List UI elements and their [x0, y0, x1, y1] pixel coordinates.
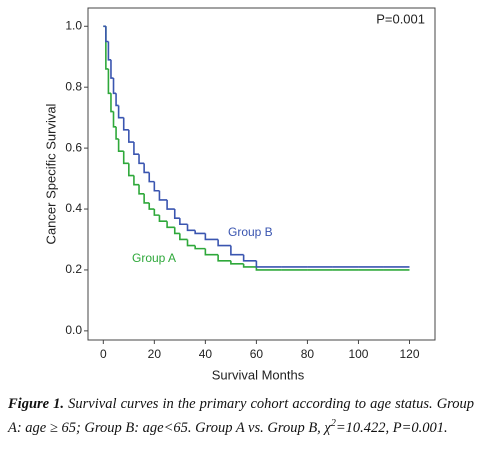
survival-step — [107, 41, 111, 61]
survival-step — [128, 163, 134, 177]
survival-step — [166, 199, 175, 210]
survival-step — [230, 260, 244, 265]
x-tick-label: 20 — [148, 347, 162, 361]
y-tick-label: 0.2 — [65, 262, 82, 276]
survival-step — [133, 142, 140, 156]
y-tick-label: 1.0 — [65, 18, 82, 32]
survival-step — [117, 105, 124, 119]
survival-step — [158, 215, 168, 223]
caption: Figure 1. Survival curves in the primary… — [8, 395, 474, 438]
survival-step — [138, 154, 145, 165]
x-tick-label: 80 — [301, 347, 315, 361]
survival-step — [138, 184, 145, 195]
survival-step — [179, 233, 188, 241]
survival-step — [158, 190, 168, 201]
x-tick-label: 0 — [100, 347, 107, 361]
series-label: Group A — [132, 251, 176, 265]
series-label: Group B — [228, 225, 273, 239]
survival-step — [242, 263, 257, 268]
x-tick-label: 40 — [199, 347, 213, 361]
survival-step — [117, 138, 124, 152]
survival-step — [133, 175, 140, 186]
survival-step — [194, 230, 206, 235]
plot-frame — [87, 7, 436, 341]
survival-step — [204, 248, 219, 256]
survival-step — [148, 202, 155, 210]
survival-step — [143, 193, 150, 204]
survival-step — [115, 93, 119, 107]
survival-step — [153, 209, 160, 216]
y-tick-label: 0.4 — [65, 201, 82, 215]
caption-sup: 2 — [330, 418, 336, 429]
survival-step — [230, 245, 244, 256]
survival-step — [122, 117, 129, 131]
survival-step — [194, 245, 206, 250]
y-axis-label: Cancer Specific Survival — [43, 103, 58, 244]
y-tick-label: 0.6 — [65, 140, 82, 154]
caption-text: Survival curves in the primary cohort ac… — [8, 396, 475, 436]
survival-step — [105, 26, 109, 43]
y-tick-label: 0.0 — [65, 323, 82, 337]
x-axis-label: Survival Months — [212, 367, 305, 382]
chart: P=0.001 Survival Months Cancer Specific … — [43, 7, 436, 382]
survival-step — [217, 239, 231, 247]
survival-step — [143, 163, 150, 174]
survival-step — [217, 254, 231, 262]
survival-step — [186, 224, 196, 232]
survival-step — [153, 181, 160, 192]
survival-step — [115, 126, 119, 140]
survival-step — [112, 78, 117, 95]
survival-step — [166, 221, 175, 229]
caption-tail: =10.422, P=0.001. — [335, 419, 448, 436]
y-tick-label: 0.8 — [65, 79, 82, 93]
survival-step — [148, 172, 155, 183]
survival-step — [242, 254, 257, 262]
survival-step — [255, 260, 282, 268]
survival-step — [173, 209, 180, 219]
survival-step — [186, 239, 196, 247]
x-tick-label: 60 — [250, 347, 264, 361]
survival-step — [110, 59, 114, 79]
survival-step — [112, 111, 117, 128]
annotation: P=0.001 — [376, 11, 425, 26]
x-tick-label: 120 — [399, 347, 419, 361]
caption-label: Figure 1. — [8, 396, 65, 412]
survival-step — [204, 233, 219, 241]
survival-step — [128, 129, 134, 143]
survival-step — [255, 266, 282, 271]
survival-step — [110, 93, 114, 113]
survival-step — [179, 218, 188, 226]
survival-step — [173, 227, 180, 235]
x-tick-label: 100 — [348, 347, 368, 361]
survival-step — [122, 151, 129, 165]
survival-step — [107, 68, 111, 95]
